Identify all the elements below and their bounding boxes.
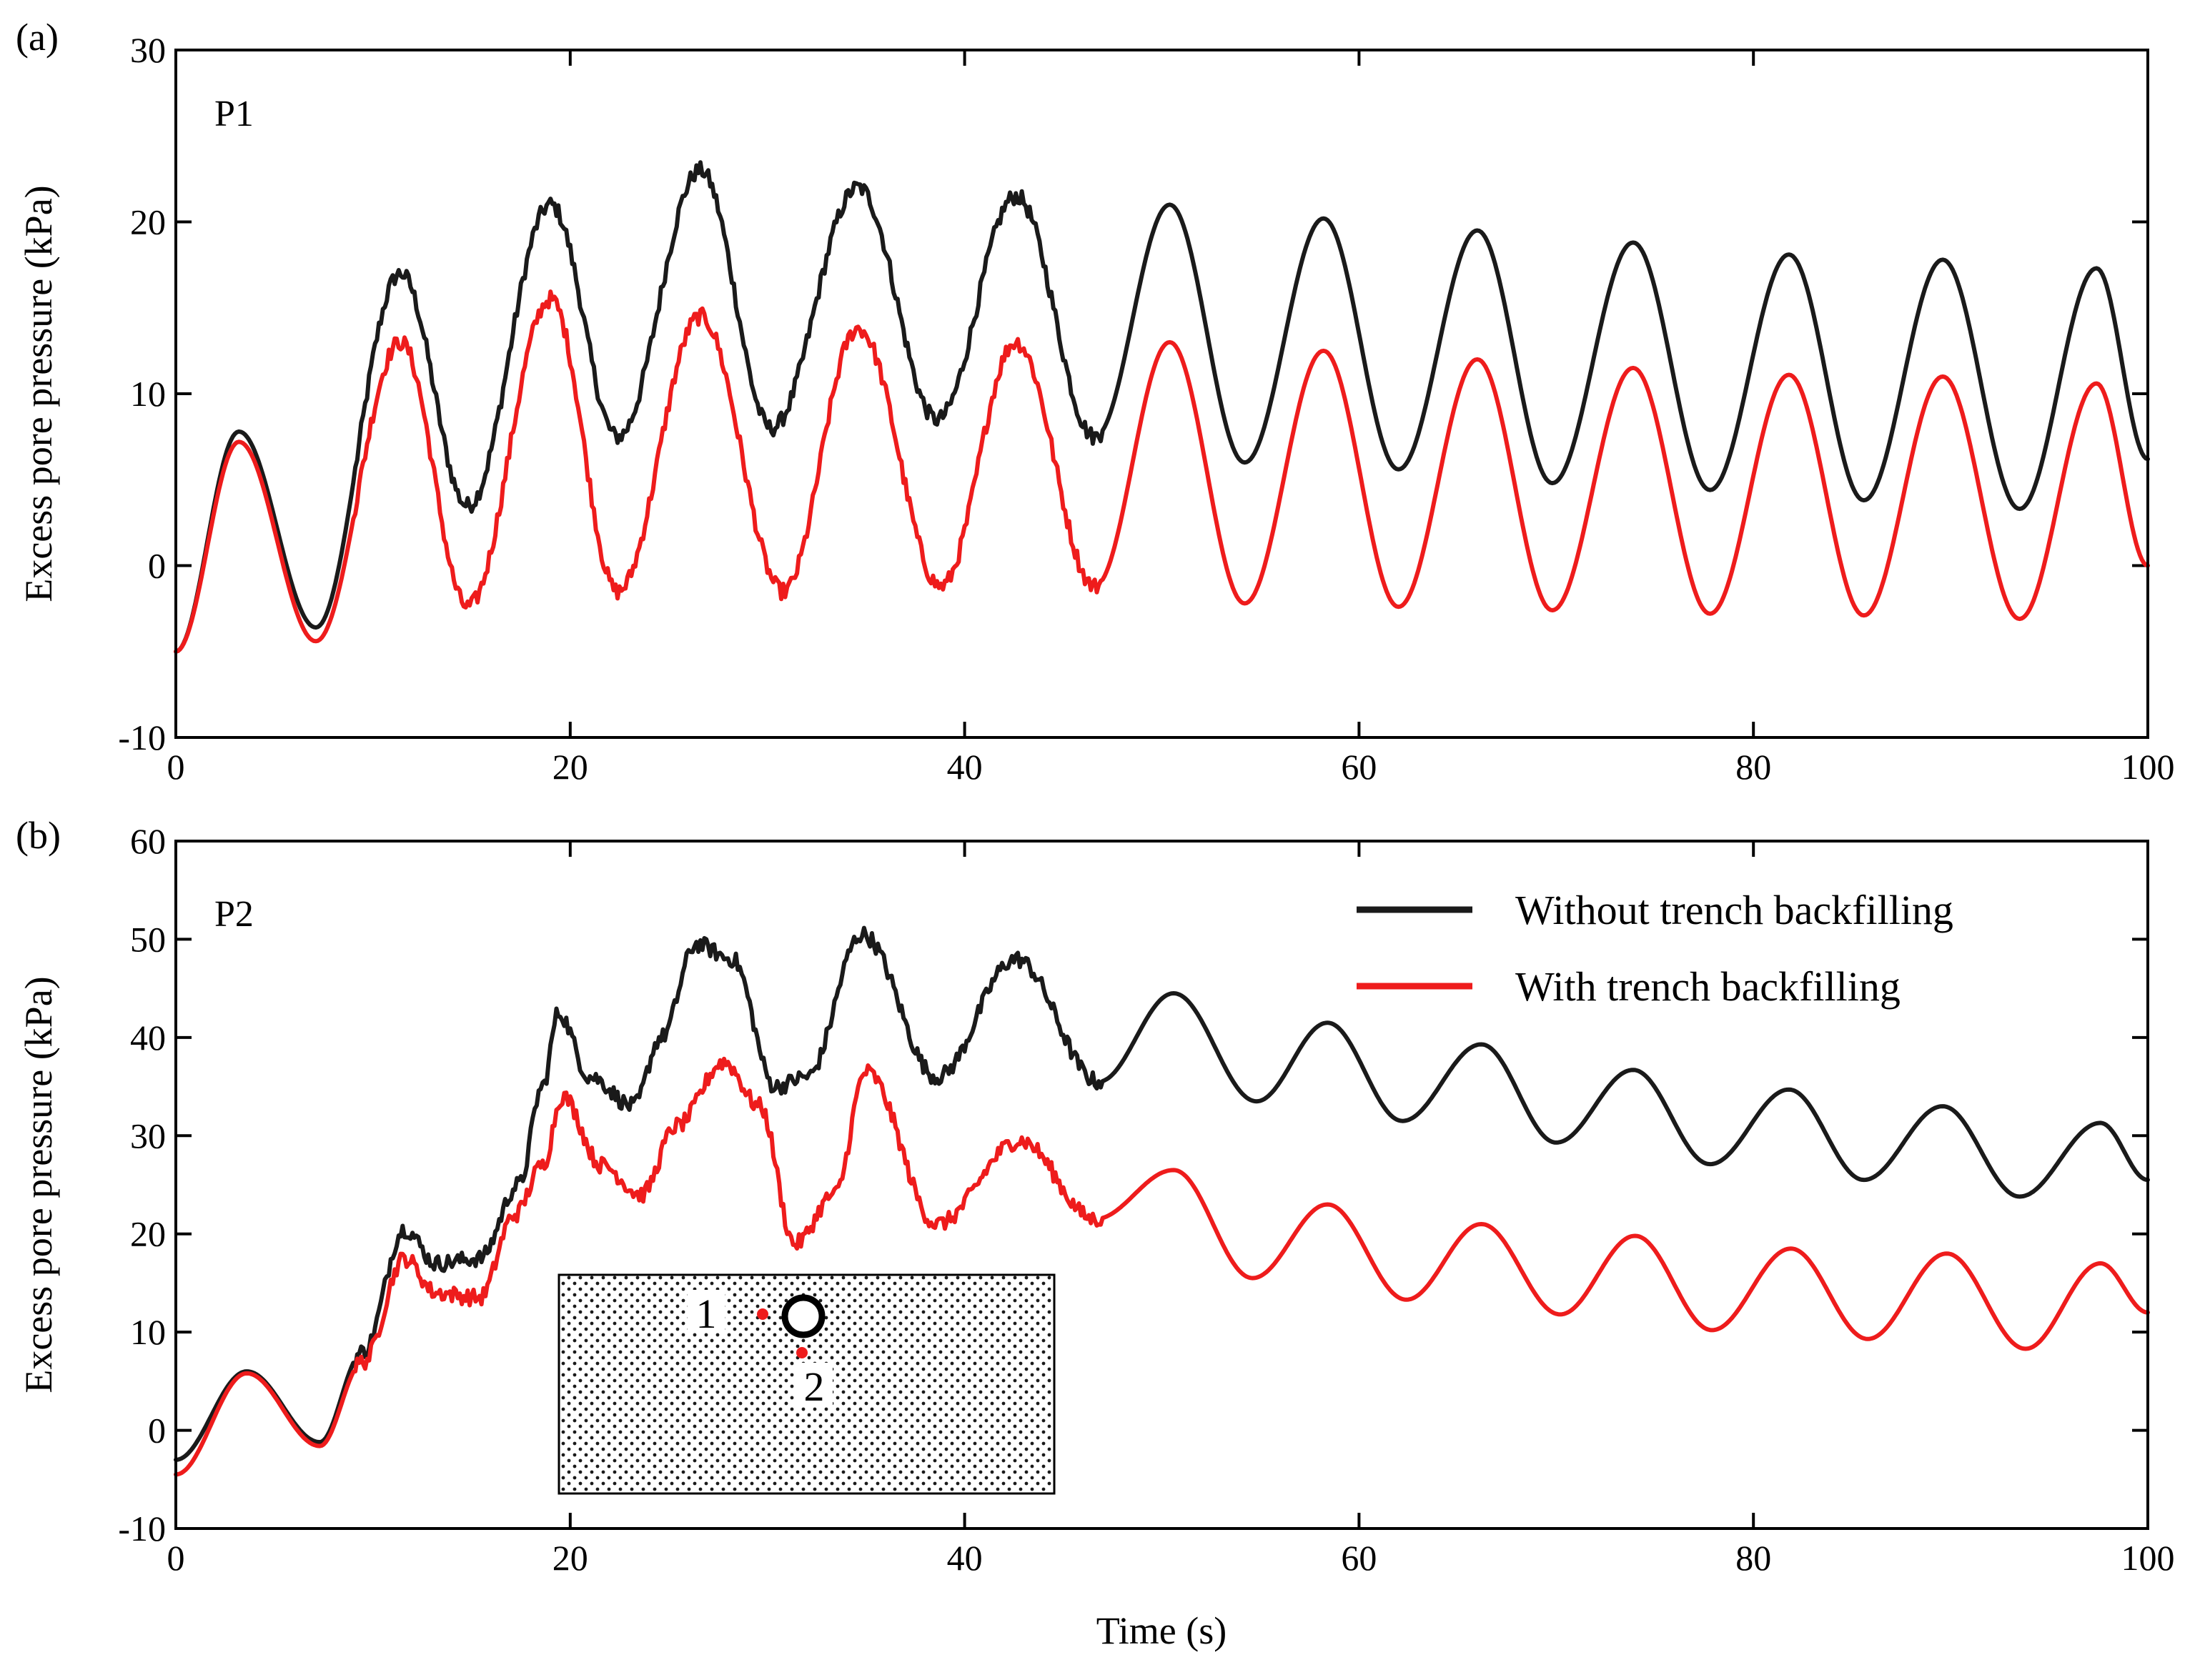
inset-label-1: 1 [696,1291,717,1337]
panel-b-point-label: P2 [214,894,254,935]
panel-a-xtick-label-100: 100 [2121,747,2175,787]
panel-b-ytick-label-40: 40 [130,1018,166,1058]
panel-b-xtick-label-40: 40 [947,1538,983,1578]
panel-a-xtick-label-60: 60 [1341,747,1377,787]
panel-a: (a) Excess pore pressure (kPa) 0 20 40 60 80… [16,16,2175,787]
panel-a-ytick-label-0: 0 [148,546,166,586]
panel-a-xtick-label-0: 0 [167,747,185,787]
inset-label-2-bg [796,1363,833,1406]
panel-a-series [174,160,2150,654]
panel-b-ytick-label-10: 10 [130,1312,166,1352]
panel-a-ytick-label-10: 10 [130,374,166,414]
x-axis-title: Time (s) [1096,1609,1227,1652]
panel-b-ytick-label-0: 0 [148,1411,166,1451]
panel-a-ytick-label--10: -10 [118,717,166,757]
panel-b-xtick-label-100: 100 [2121,1538,2175,1578]
inset-label-1-bg [688,1290,725,1333]
panel-a-ytick-label-30: 30 [130,30,166,70]
panel-a-series-without-trench [174,160,2150,654]
inset-pipe [781,1294,826,1338]
panel-b-xtick-label-0: 0 [167,1538,185,1578]
panel-a-xtick-label-40: 40 [947,747,983,787]
panel-a-xtick-label-80: 80 [1735,747,1771,787]
panel-b-xtick-label-80: 80 [1735,1538,1771,1578]
panel-b-tag: (b) [16,814,61,857]
panel-a-series-with-trench [174,289,2150,654]
legend: Without trench backfilling With trench b… [1357,887,1953,1010]
panel-b-series-with-trench [174,1056,2150,1477]
panel-b-xtick-label-60: 60 [1341,1538,1377,1578]
panel-a-plot-frame [174,49,2149,739]
panel-a-tag: (a) [16,16,59,59]
inset-schematic: 1 2 [558,1273,1056,1495]
panel-a-xtick-label-20: 20 [553,747,588,787]
legend-label-with: With trench backfilling [1515,963,1901,1010]
panel-b-plot-frame [174,840,2149,1530]
panel-b-ytick-label-50: 50 [130,919,166,959]
inset-label-2: 2 [804,1363,825,1410]
panel-b-ytick-label-20: 20 [130,1214,166,1254]
panel-a-ytick-label-20: 20 [130,202,166,242]
inset-point-2 [796,1347,808,1358]
panel-b-ytick-label--10: -10 [118,1508,166,1549]
panel-a-ylabel: Excess pore pressure (kPa) [17,185,60,602]
legend-label-without: Without trench backfilling [1515,887,1953,933]
panel-b-series-without-trench [174,925,2150,1462]
panel-a-point-label: P1 [214,94,254,134]
panel-b-xtick-label-20: 20 [553,1538,588,1578]
panel-b-ylabel: Excess pore pressure (kPa) [17,976,60,1393]
panel-b-series [174,925,2150,1477]
panel-b: (b) Excess pore pressure (kPa) 0 20 40 60 80… [16,814,2175,1652]
panel-b-ytick-label-30: 30 [130,1115,166,1155]
inset-point-1 [757,1308,768,1320]
panel-b-ytick-label-60: 60 [130,821,166,861]
